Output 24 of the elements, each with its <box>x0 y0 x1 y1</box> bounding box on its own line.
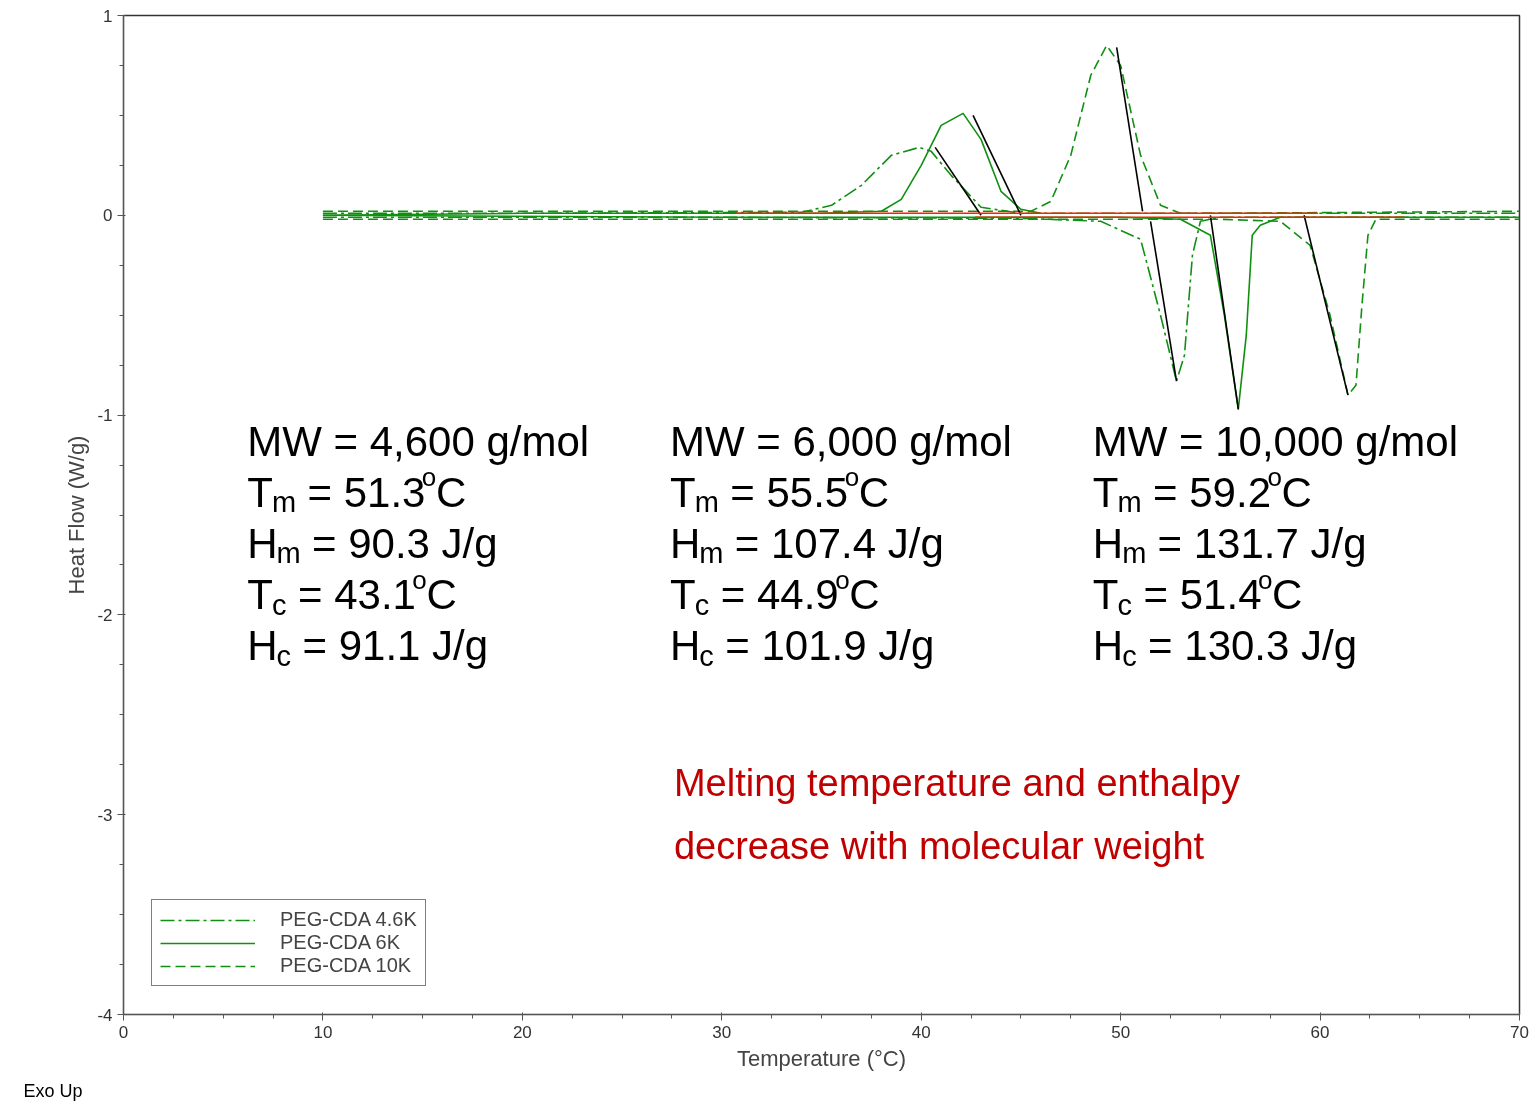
y-tick-label: -4 <box>97 1005 113 1025</box>
y-tick-label: 0 <box>103 206 113 226</box>
annotation: MW = 10,000 g/mol <box>1092 417 1459 465</box>
y-tick-label: -2 <box>97 605 113 625</box>
y-tick-label: 1 <box>103 6 113 26</box>
x-tick-label: 20 <box>512 1022 532 1042</box>
x-tick-label: 60 <box>1310 1022 1330 1042</box>
x-tick-label: 30 <box>712 1022 732 1042</box>
legend-label: PEG-CDA 10K <box>280 954 412 977</box>
y-tick-label: -3 <box>97 805 113 825</box>
annotation: Melting temperature and enthalpy decrease with molecular weight <box>673 762 1241 868</box>
x-tick-label: 10 <box>313 1022 333 1042</box>
x-axis-title: Temperature (°C) <box>737 1045 906 1071</box>
text: Exo Up <box>23 1080 83 1101</box>
x-tick-label: 50 <box>1111 1022 1131 1042</box>
x-tick-label: 70 <box>1510 1022 1529 1042</box>
y-axis-title: Heat Flow (W/g) <box>64 435 90 595</box>
x-tick-label: 0 <box>118 1022 129 1042</box>
annotation: MW = 4,600 g/mol <box>247 417 590 465</box>
annotation: MW = 6,000 g/mol <box>669 417 1012 465</box>
x-tick-label: 40 <box>911 1022 931 1042</box>
legend-label: PEG-CDA 6K <box>280 931 401 954</box>
y-tick-label: -1 <box>97 406 113 426</box>
legend-label: PEG-CDA 4.6K <box>280 908 417 931</box>
